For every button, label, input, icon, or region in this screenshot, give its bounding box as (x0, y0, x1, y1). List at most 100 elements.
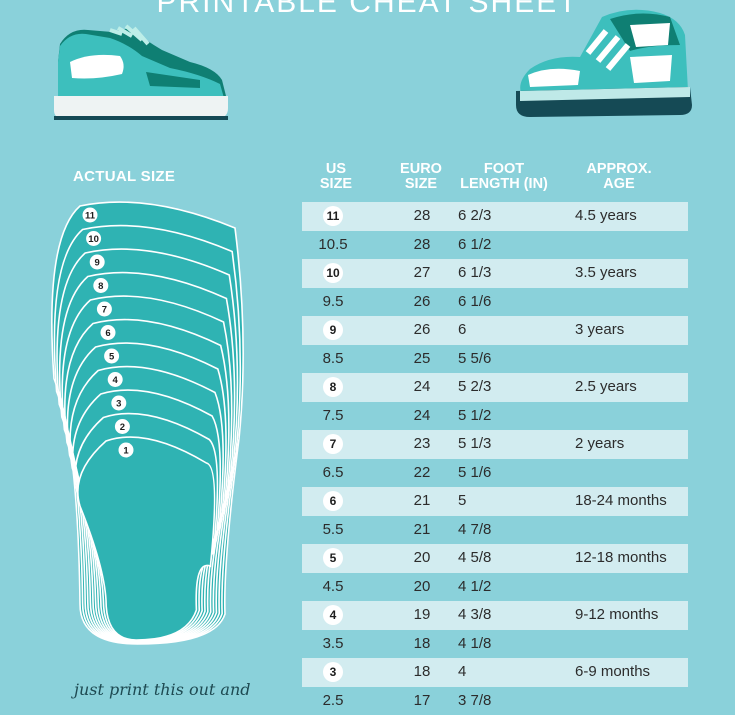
age-cell: 3 years (575, 316, 624, 345)
age-cell: 4.5 years (575, 202, 637, 231)
euro-size-cell: 25 (400, 345, 444, 374)
us-size-badge: 7 (323, 434, 343, 454)
foot-length-cell: 5 (458, 487, 466, 516)
foot-length-cell: 6 (458, 316, 466, 345)
foot-length-cell: 4 1/8 (458, 630, 491, 659)
table-row: 4.5 20 4 1/2 (302, 573, 688, 602)
header-us-size: US SIZE (305, 162, 367, 192)
insole-size-marker: 1 (119, 443, 134, 458)
us-size-cell: 10 (302, 259, 364, 288)
euro-size-cell: 19 (400, 601, 444, 630)
header-us-line2: SIZE (305, 177, 367, 192)
foot-length-cell: 4 7/8 (458, 516, 491, 545)
insole-size-number: 8 (98, 281, 103, 292)
age-cell: 2.5 years (575, 373, 637, 402)
foot-length-cell: 5 2/3 (458, 373, 491, 402)
foot-length-cell: 6 2/3 (458, 202, 491, 231)
us-size-badge: 8 (323, 377, 343, 397)
euro-size-cell: 22 (400, 459, 444, 488)
euro-size-cell: 26 (400, 288, 444, 317)
actual-size-label: ACTUAL SIZE (73, 168, 175, 185)
header-us-line1: US (305, 162, 367, 177)
euro-size-cell: 24 (400, 402, 444, 431)
insole-size-marker: 5 (104, 349, 119, 364)
us-size-cell: 3.5 (302, 630, 364, 659)
us-size-badge: 10 (323, 263, 343, 283)
foot-length-cell: 6 1/2 (458, 231, 491, 260)
header-age-line2: AGE (570, 177, 668, 192)
insole-size-number: 5 (109, 352, 115, 363)
table-row: 6.5 22 5 1/6 (302, 459, 688, 488)
foot-length-cell: 5 1/6 (458, 459, 491, 488)
handwritten-note: just print this out and (74, 680, 251, 699)
foot-length-cell: 6 1/3 (458, 259, 491, 288)
us-size-cell: 4.5 (302, 573, 364, 602)
insole-size-marker: 9 (90, 255, 105, 270)
table-row: 8 24 5 2/3 2.5 years (302, 373, 688, 402)
us-size-cell: 4 (302, 601, 364, 630)
insole-size-marker: 10 (86, 231, 101, 246)
euro-size-cell: 21 (400, 487, 444, 516)
us-size-cell: 9 (302, 316, 364, 345)
insole-size-number: 3 (116, 399, 121, 410)
euro-size-cell: 20 (400, 573, 444, 602)
age-cell: 3.5 years (575, 259, 637, 288)
foot-length-cell: 5 5/6 (458, 345, 491, 374)
euro-size-cell: 23 (400, 430, 444, 459)
euro-size-cell: 17 (400, 687, 444, 715)
table-row: 4 19 4 3/8 9-12 months (302, 601, 688, 630)
insole-size-number: 4 (113, 375, 119, 386)
foot-length-cell: 4 (458, 658, 466, 687)
header-foot-line2: LENGTH (IN) (452, 177, 556, 192)
header-foot-line1: FOOT (452, 162, 556, 177)
foot-length-cell: 6 1/6 (458, 288, 491, 317)
insole-size-marker: 3 (111, 396, 126, 411)
foot-length-cell: 4 1/2 (458, 573, 491, 602)
header-approx-age: APPROX. AGE (570, 162, 668, 192)
us-size-cell: 7.5 (302, 402, 364, 431)
us-size-cell: 6.5 (302, 459, 364, 488)
header-foot-length: FOOT LENGTH (IN) (452, 162, 556, 192)
us-size-cell: 3 (302, 658, 364, 687)
us-size-badge: 11 (323, 206, 343, 226)
us-size-badge: 5 (323, 548, 343, 568)
us-size-cell: 6 (302, 487, 364, 516)
euro-size-cell: 18 (400, 658, 444, 687)
us-size-cell: 2.5 (302, 687, 364, 715)
insole-size-number: 10 (88, 234, 99, 245)
insole-size-marker: 8 (93, 278, 108, 293)
table-row: 11 28 6 2/3 4.5 years (302, 202, 688, 231)
header-euro-line2: SIZE (394, 177, 448, 192)
euro-size-cell: 28 (400, 202, 444, 231)
insole-size-number: 7 (102, 305, 107, 316)
sneaker-low-icon (50, 22, 232, 122)
euro-size-cell: 20 (400, 544, 444, 573)
header-euro-line1: EURO (394, 162, 448, 177)
foot-length-cell: 4 5/8 (458, 544, 491, 573)
us-size-badge: 4 (323, 605, 343, 625)
euro-size-cell: 24 (400, 373, 444, 402)
us-size-cell: 5 (302, 544, 364, 573)
us-size-badge: 6 (323, 491, 343, 511)
euro-size-cell: 21 (400, 516, 444, 545)
header-age-line1: APPROX. (570, 162, 668, 177)
insole-size-number: 1 (123, 446, 129, 457)
us-size-badge: 9 (323, 320, 343, 340)
insole-size-number: 2 (120, 422, 125, 433)
age-cell: 9-12 months (575, 601, 658, 630)
header-euro-size: EURO SIZE (394, 162, 448, 192)
foot-length-cell: 4 3/8 (458, 601, 491, 630)
insole-size-marker: 4 (108, 372, 123, 387)
